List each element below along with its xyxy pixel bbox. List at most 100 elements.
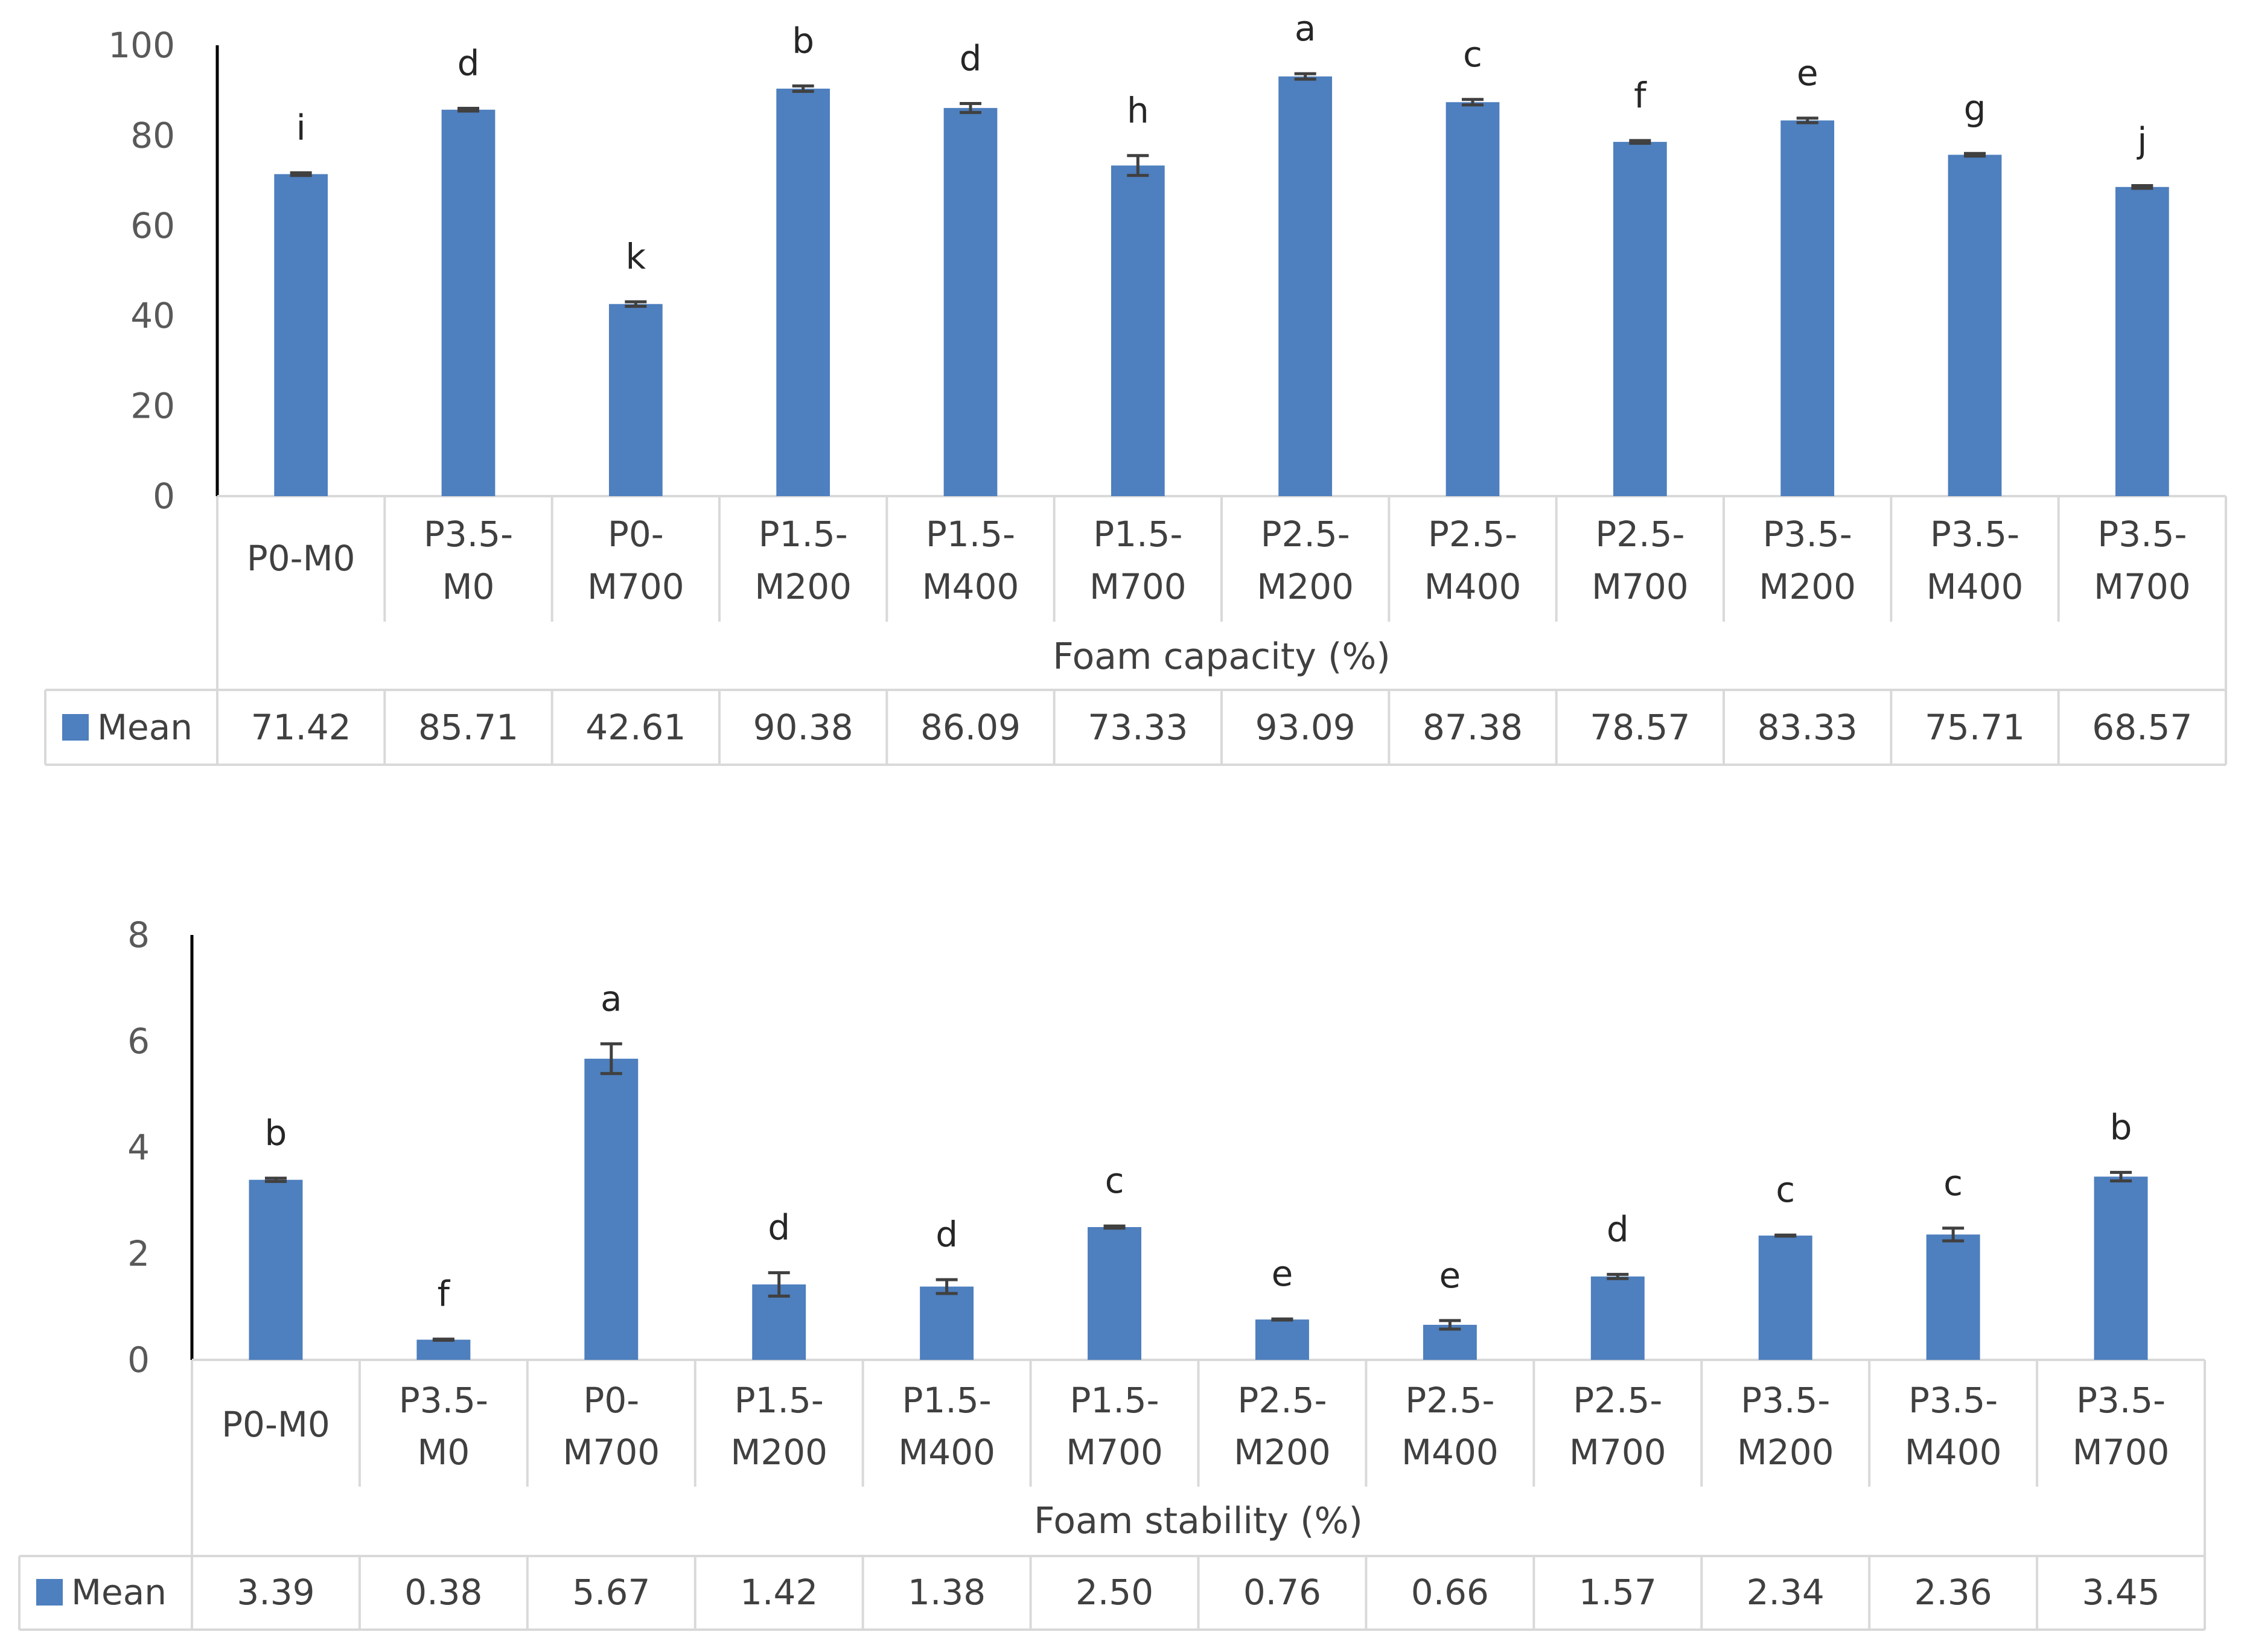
data-value-label: 78.57 (1590, 707, 1690, 748)
error-bar (1439, 1319, 1461, 1331)
category-label: P2.5- (1261, 514, 1350, 555)
bar (416, 1339, 471, 1360)
significance-letter: j (2136, 120, 2147, 161)
category-label: P0-M0 (247, 538, 355, 579)
category-label: M700 (1089, 566, 1187, 607)
category-label: P2.5- (1595, 514, 1685, 555)
bar (1088, 1227, 1142, 1360)
category-label: M700 (1592, 566, 1689, 607)
category-label: P3.5- (2097, 514, 2187, 555)
y-tick-label: 4 (127, 1127, 150, 1168)
significance-letter: e (1797, 53, 1818, 94)
legend-label: Mean (71, 1572, 167, 1613)
category-label: M400 (1424, 566, 1522, 607)
significance-letter: e (1272, 1253, 1293, 1294)
y-tick-label: 80 (130, 115, 175, 156)
category-label: P1.5- (926, 514, 1015, 555)
error-bar (960, 101, 981, 114)
x-axis-title: Foam stability (%) (1034, 1500, 1363, 1542)
category-label: P0- (608, 514, 664, 555)
bar (2094, 1176, 2148, 1360)
bar (584, 1059, 639, 1360)
error-bar (1462, 98, 1484, 107)
category-label: M0 (442, 566, 495, 607)
category-label: M200 (1759, 566, 1856, 607)
data-value-label: 73.33 (1088, 707, 1188, 748)
category-label: M0 (417, 1432, 470, 1473)
bar (1423, 1324, 1477, 1360)
category-label: P3.5- (1908, 1380, 1998, 1421)
y-tick-label: 0 (127, 1339, 150, 1380)
y-tick-label: 60 (130, 205, 175, 246)
data-value-label: 68.57 (2092, 707, 2192, 748)
error-bar (1629, 139, 1651, 145)
category-label: P3.5- (1763, 514, 1852, 555)
category-label: M400 (922, 566, 1019, 607)
data-value-label: 83.33 (1758, 707, 1858, 748)
category-label: M200 (1257, 566, 1354, 607)
y-tick-label: 8 (127, 914, 150, 955)
category-label: M200 (754, 566, 852, 607)
bar (776, 88, 830, 497)
legend-label: Mean (97, 707, 193, 748)
category-label: P0-M0 (222, 1404, 330, 1445)
bar (441, 109, 496, 496)
error-bar (457, 107, 479, 113)
bar (1780, 120, 1835, 496)
error-bar (290, 171, 312, 177)
category-label: P3.5- (2076, 1380, 2166, 1421)
bar (943, 107, 998, 496)
error-bar (768, 1271, 790, 1298)
data-value-label: 0.76 (1243, 1572, 1321, 1613)
data-value-label: 0.38 (404, 1572, 482, 1613)
error-bar (264, 1176, 287, 1183)
category-label: P1.5- (735, 1380, 824, 1421)
data-value-label: 1.57 (1579, 1572, 1657, 1613)
data-value-label: 71.42 (251, 707, 351, 748)
data-value-label: 86.09 (920, 707, 1021, 748)
error-bar (432, 1338, 454, 1342)
category-label: P1.5- (759, 514, 848, 555)
bar (1446, 102, 1500, 497)
significance-letter: e (1439, 1255, 1461, 1296)
data-value-label: 90.38 (753, 707, 853, 748)
error-bar (1607, 1272, 1629, 1280)
y-tick-label: 2 (127, 1233, 150, 1274)
significance-letter: a (601, 978, 622, 1019)
significance-letter: b (792, 20, 814, 61)
error-bar (600, 1042, 622, 1076)
bar (920, 1286, 974, 1360)
significance-letter: f (438, 1274, 451, 1315)
significance-letter: d (936, 1214, 958, 1255)
y-tick-label: 0 (153, 476, 175, 517)
significance-letter: d (960, 37, 982, 78)
significance-letter: d (1607, 1208, 1629, 1249)
data-value-label: 5.67 (572, 1572, 650, 1613)
error-bar (1774, 1233, 1797, 1238)
category-label: P3.5- (1930, 514, 2019, 555)
error-bar (1127, 154, 1149, 177)
data-value-label: 0.66 (1411, 1572, 1489, 1613)
significance-letter: h (1127, 90, 1149, 131)
category-label: M400 (1401, 1432, 1499, 1473)
data-value-label: 3.39 (237, 1572, 314, 1613)
category-label: M400 (1927, 566, 2024, 607)
data-value-label: 3.45 (2082, 1572, 2160, 1613)
category-label: M200 (1737, 1432, 1834, 1473)
bar (1758, 1236, 1812, 1360)
error-bar (792, 84, 814, 93)
bar (1111, 165, 1165, 496)
data-value-label: 85.71 (418, 707, 518, 748)
category-label: P3.5- (399, 1380, 488, 1421)
category-label: P1.5- (902, 1380, 992, 1421)
legend-swatch (36, 1579, 63, 1606)
data-value-label: 87.38 (1423, 707, 1523, 748)
category-label: P1.5- (1069, 1380, 1159, 1421)
category-label: P3.5- (424, 514, 513, 555)
error-bar (1294, 72, 1316, 81)
category-label: P2.5- (1428, 514, 1517, 555)
category-label: P1.5- (1093, 514, 1182, 555)
significance-letter: b (2110, 1106, 2132, 1147)
y-tick-label: 6 (127, 1021, 150, 1062)
data-value-label: 1.38 (908, 1572, 986, 1613)
